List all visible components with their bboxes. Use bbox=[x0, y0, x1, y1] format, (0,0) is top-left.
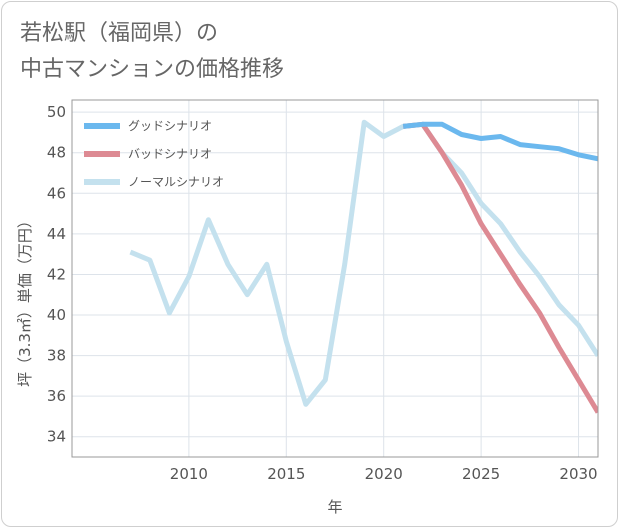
x-tick-label: 2015 bbox=[267, 465, 305, 483]
axis-ticks: 34 36 38 40 42 44 46 48 50 2010 2015 2020 2025 2030 bbox=[47, 103, 598, 483]
x-tick-label: 2030 bbox=[559, 465, 597, 483]
series-line-2 bbox=[129, 119, 598, 407]
legend-label: バッドシナリオ bbox=[128, 147, 212, 161]
title-line-2: 中古マンションの価格推移 bbox=[20, 57, 285, 82]
y-tick-label: 38 bbox=[47, 347, 66, 365]
x-axis-label: 年 bbox=[327, 498, 342, 516]
y-tick-label: 40 bbox=[47, 306, 66, 324]
y-tick-label: 42 bbox=[47, 265, 66, 283]
plot-border bbox=[71, 99, 599, 458]
y-tick-label: 44 bbox=[47, 225, 66, 243]
series-line-1 bbox=[402, 121, 598, 414]
y-axis-label: 坪（3.3㎡）単価（万円） bbox=[16, 213, 34, 387]
y-tick-label: 46 bbox=[47, 184, 66, 202]
y-tick-label: 36 bbox=[47, 387, 66, 405]
series-lines bbox=[129, 119, 598, 414]
title-line-1: 若松駅（福岡県）の bbox=[20, 21, 219, 46]
legend-label: グッドシナリオ bbox=[128, 119, 212, 133]
y-tick-label: 48 bbox=[47, 144, 66, 162]
x-tick-label: 2025 bbox=[462, 465, 500, 483]
y-tick-label: 34 bbox=[47, 428, 66, 446]
y-tick-label: 50 bbox=[47, 103, 66, 121]
page-title: 若松駅（福岡県）の 中古マンションの価格推移 bbox=[20, 16, 284, 88]
legend-label: ノーマルシナリオ bbox=[128, 175, 224, 189]
series-line-0 bbox=[402, 121, 598, 162]
x-tick-label: 2020 bbox=[365, 465, 403, 483]
x-tick-label: 2010 bbox=[170, 465, 208, 483]
